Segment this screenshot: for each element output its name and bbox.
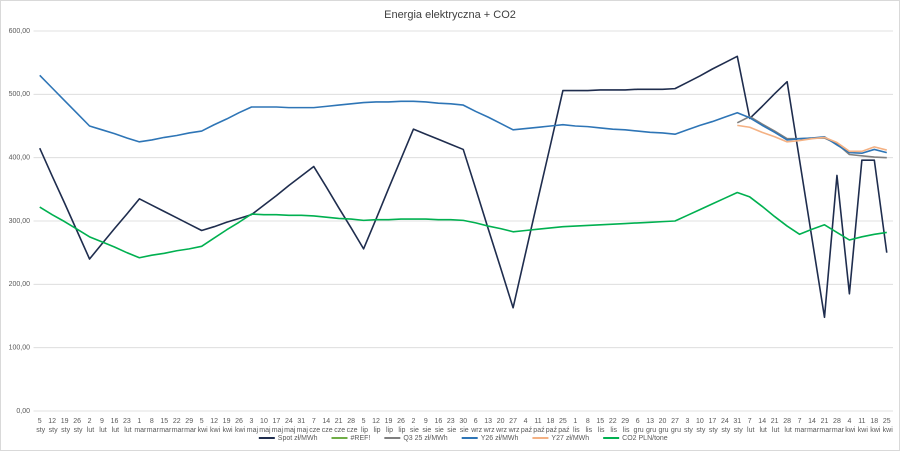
x-tick-label: 25 paź	[556, 418, 570, 434]
x-tick-label: 6 wrz	[469, 418, 482, 434]
x-tick-label: 30 sie	[458, 418, 469, 434]
y-tick-label: 300,00	[9, 218, 31, 225]
x-tick-label: 5 lip	[359, 418, 368, 434]
x-tick-label: 11 kwi	[856, 418, 869, 434]
chart-title: Energia elektryczna + CO2	[384, 9, 516, 21]
x-tick-label: 20 gru	[657, 418, 669, 434]
x-tick-label: 14 cze	[320, 418, 333, 434]
legend-label: CO2 PLN/tone	[622, 435, 668, 442]
x-tick-label: 23 sie	[445, 418, 456, 434]
x-tick-label: 20 wrz	[494, 418, 507, 434]
x-tick-label: 16 lut	[110, 418, 119, 434]
series-line	[38, 55, 888, 319]
x-tick-label: 21 lut	[770, 418, 779, 434]
x-tick-label: 5 sty	[34, 418, 45, 434]
x-tick-label: 23 lut	[122, 418, 131, 434]
x-tick-label: 22 mar	[170, 418, 185, 434]
x-tick-label: 17 maj	[270, 418, 284, 434]
x-tick-label: 26 sty	[72, 418, 83, 434]
y-tick-label: 500,00	[9, 91, 31, 98]
x-tick-label: 2 sie	[408, 418, 419, 434]
legend: Spot zł/MWh #REF! Q3 25 zł/MWh Y26 zł/MWh Y2…	[258, 435, 668, 442]
x-tick-label: 18 paź	[544, 418, 558, 434]
y-tick-label: 400,00	[9, 155, 31, 162]
x-tick-label: 10 maj	[257, 418, 271, 434]
x-tick-label: 15 lis	[596, 418, 605, 434]
x-tick-label: 21 cze	[332, 418, 345, 434]
x-tick-label: 1 lis	[571, 418, 580, 434]
x-tick-label: 19 kwi	[221, 418, 234, 434]
x-tick-label: 3 sty	[682, 418, 693, 434]
y-tick-label: 100,00	[9, 345, 31, 352]
x-tick-label: 3 maj	[245, 418, 259, 434]
x-tick-label: 11 paź	[531, 418, 545, 434]
legend-item: #REF!	[331, 435, 370, 442]
x-tick-label: 13 gru	[644, 418, 656, 434]
x-tick-label: 21 mar	[817, 418, 832, 434]
legend-item: Y27 zł/MWh	[532, 435, 589, 442]
x-tick-label: 19 lip	[384, 418, 393, 434]
legend-item: CO2 PLN/tone	[603, 435, 668, 442]
x-tick-label: 6 gru	[632, 418, 644, 434]
legend-item: Q3 25 zł/MWh	[384, 435, 448, 442]
x-tick-label: 29 mar	[182, 418, 197, 434]
legend-label: Y27 zł/MWh	[551, 435, 589, 442]
x-tick-label: 18 kwi	[868, 418, 881, 434]
x-tick-label: 27 gru	[669, 418, 681, 434]
x-tick-label: 31 maj	[295, 418, 309, 434]
x-tick-label: 28 mar	[830, 418, 845, 434]
y-tick-label: 0,00	[16, 408, 30, 415]
x-tick-label: 14 lut	[758, 418, 767, 434]
x-tick-label: 31 sty	[732, 418, 743, 434]
legend-item: Y26 zł/MWh	[461, 435, 519, 442]
x-tick-label: 10 sty	[694, 418, 705, 434]
x-tick-label: 8 lis	[584, 418, 593, 434]
x-tick-label: 9 lut	[97, 418, 106, 434]
x-tick-label: 1 mar	[132, 418, 147, 434]
x-tick-label: 14 mar	[805, 418, 820, 434]
legend-label: #REF!	[350, 435, 370, 442]
x-tick-label: 26 lip	[396, 418, 405, 434]
series-line	[39, 191, 887, 259]
legend-label: Spot zł/MWh	[278, 435, 318, 442]
legend-item: Spot zł/MWh	[258, 435, 318, 442]
x-tick-label: 27 wrz	[507, 418, 520, 434]
series-line	[39, 74, 887, 155]
x-tick-label: 28 lut	[782, 418, 791, 434]
legend-label: Q3 25 zł/MWh	[403, 435, 447, 442]
x-tick-label: 7 lut	[745, 418, 754, 434]
x-tick-label: 28 cze	[345, 418, 358, 434]
x-tick-label: 29 lis	[621, 418, 630, 434]
x-tick-label: 5 kwi	[196, 418, 209, 434]
x-tick-label: 12 kwi	[208, 418, 221, 434]
x-tick-label: 12 lip	[372, 418, 381, 434]
x-tick-label: 9 sie	[420, 418, 431, 434]
x-tick-label: 22 lis	[608, 418, 617, 434]
x-tick-label: 24 sty	[719, 418, 730, 434]
y-tick-label: 200,00	[9, 281, 31, 288]
x-tick-label: 16 sie	[433, 418, 444, 434]
x-tick-label: 4 paź	[519, 418, 533, 434]
series-line	[737, 124, 887, 153]
x-tick-label: 25 kwi	[881, 418, 894, 434]
x-tick-label: 7 mar	[793, 418, 808, 434]
x-tick-label: 15 mar	[157, 418, 172, 434]
x-tick-label: 4 kwi	[843, 418, 856, 434]
x-tick-label: 17 sty	[707, 418, 718, 434]
y-tick-label: 600,00	[9, 28, 31, 35]
x-tick-label: 13 wrz	[482, 418, 495, 434]
x-tick-label: 7 cze	[307, 418, 320, 434]
x-tick-label: 26 kwi	[233, 418, 246, 434]
x-tick-label: 19 sty	[59, 418, 70, 434]
legend-label: Y26 zł/MWh	[481, 435, 519, 442]
x-tick-label: 12 sty	[47, 418, 58, 434]
x-tick-label: 8 mar	[145, 418, 160, 434]
x-tick-label: 2 lut	[85, 418, 94, 434]
x-tick-label: 24 maj	[282, 418, 296, 434]
